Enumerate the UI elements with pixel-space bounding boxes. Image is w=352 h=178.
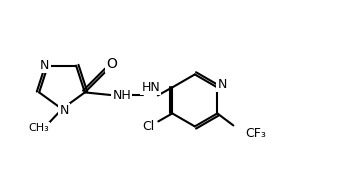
Text: Cl: Cl: [142, 120, 155, 133]
Text: N: N: [59, 104, 69, 117]
Text: CH₃: CH₃: [29, 123, 49, 133]
Text: CF₃: CF₃: [245, 127, 266, 140]
Text: N: N: [40, 59, 50, 72]
Text: N: N: [218, 78, 227, 91]
Text: NH: NH: [112, 89, 131, 102]
Text: O: O: [106, 57, 117, 71]
Text: HN: HN: [142, 81, 160, 94]
